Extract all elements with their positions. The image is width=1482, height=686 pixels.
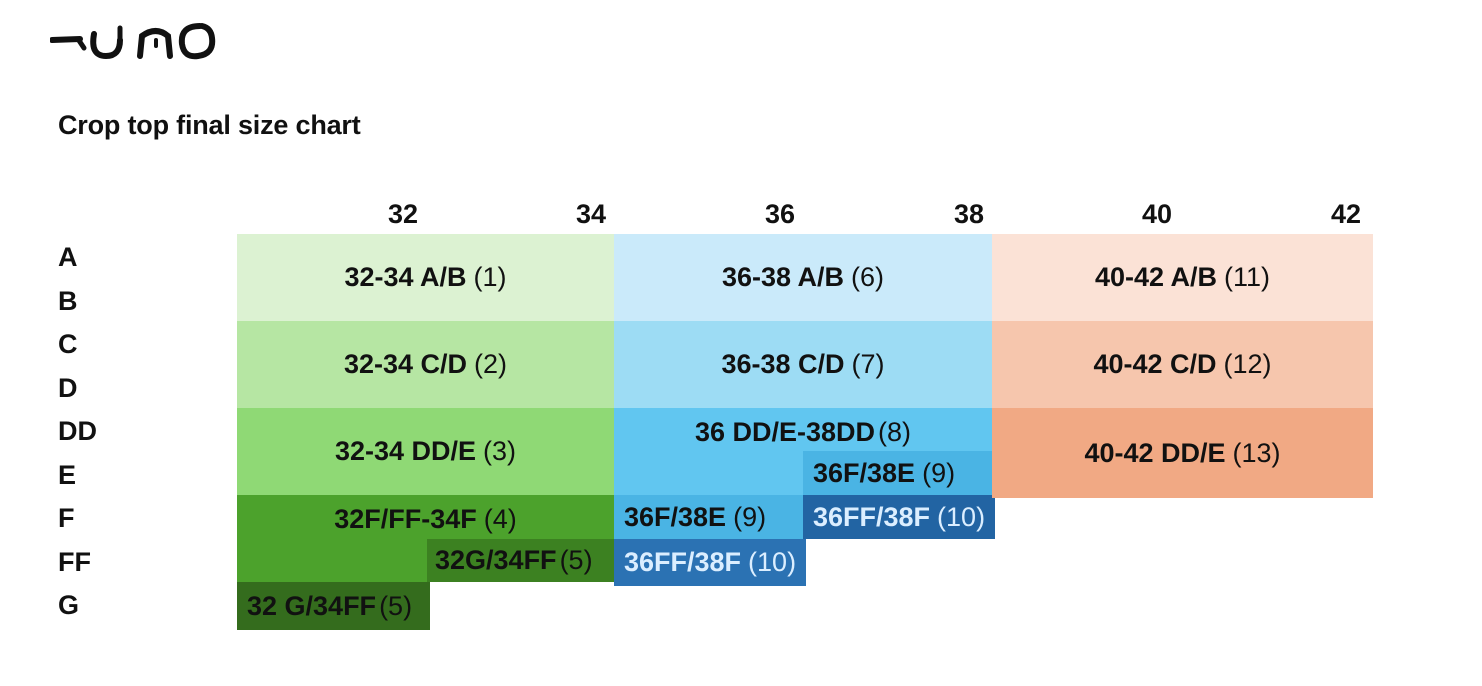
band-size-40: 40 — [1141, 199, 1173, 229]
size-cell-3: 32-34 DD/E (3) — [237, 408, 614, 495]
size-cell-4: 32F/FF-34F (4) — [237, 495, 614, 582]
cup-size-e: E — [58, 460, 77, 490]
size-cell-12: 40-42 C/D (12) — [992, 321, 1373, 408]
band-size-36: 36 — [764, 199, 796, 229]
cup-size-g: G — [58, 590, 80, 620]
size-cell-9b: 36F/38E (9) — [614, 495, 803, 539]
uno-logo-icon — [50, 23, 216, 60]
size-cell-10b: 36FF/38F (10) — [614, 539, 806, 586]
size-cell-5b: 32 G/34FF (5) — [237, 582, 430, 630]
size-cell-6: 36-38 A/B (6) — [614, 234, 992, 321]
size-cell-13: 40-42 DD/E (13) — [992, 408, 1373, 498]
size-cell-5a: 32G/34FF (5) — [427, 539, 614, 582]
band-size-38: 38 — [953, 199, 985, 229]
size-cell-11: 40-42 A/B (11) — [992, 234, 1373, 321]
band-size-42: 42 — [1330, 199, 1362, 229]
cup-size-dd: DD — [58, 416, 97, 446]
cup-size-ff: FF — [58, 547, 91, 577]
page-title: Crop top final size chart — [58, 110, 361, 140]
size-cell-10a: 36FF/38F (10) — [803, 495, 995, 539]
cup-size-d: D — [58, 373, 78, 403]
cup-size-c: C — [58, 329, 78, 359]
size-cell-2: 32-34 C/D (2) — [237, 321, 614, 408]
size-cell-7: 36-38 C/D (7) — [614, 321, 992, 408]
cup-size-f: F — [58, 503, 75, 533]
size-cell-1: 32-34 A/B (1) — [237, 234, 614, 321]
band-size-32: 32 — [387, 199, 419, 229]
size-cell-9a: 36F/38E (9) — [803, 451, 992, 495]
band-size-34: 34 — [575, 199, 607, 229]
cup-size-b: B — [58, 286, 78, 316]
cup-size-a: A — [58, 242, 78, 272]
